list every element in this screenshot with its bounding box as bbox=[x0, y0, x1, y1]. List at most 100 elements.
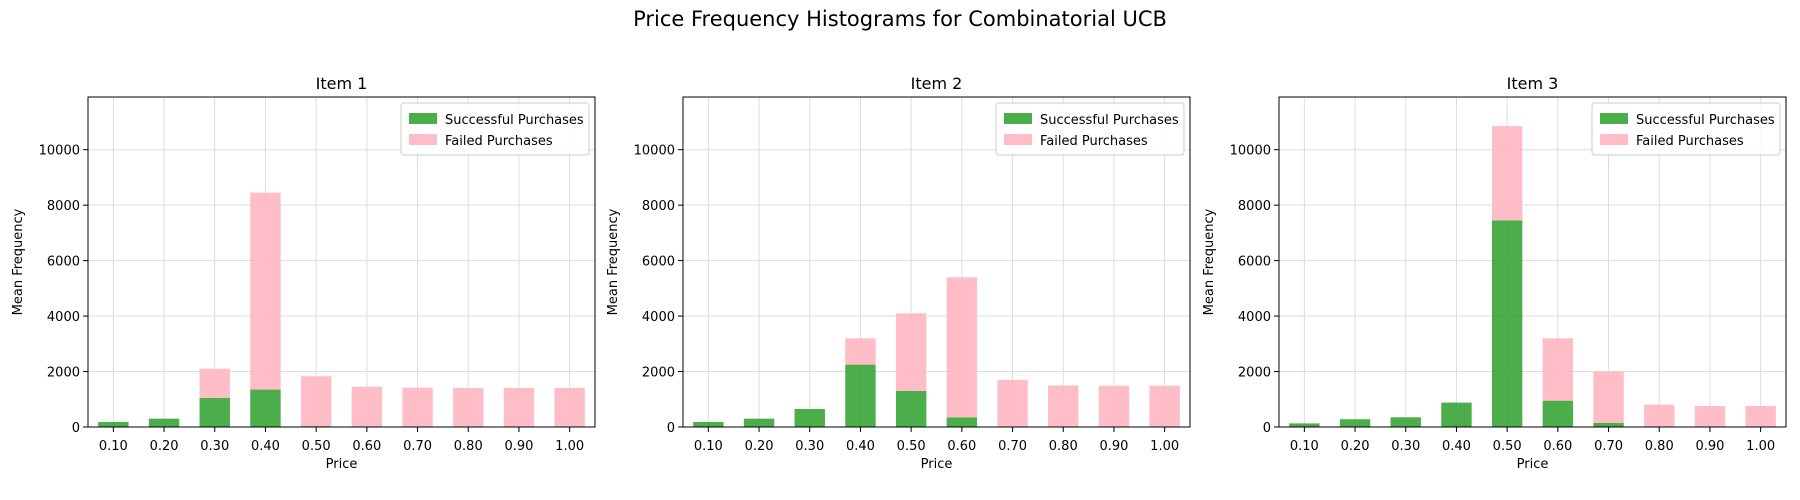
legend: Successful Purchases Failed Purchases bbox=[995, 102, 1185, 156]
x-tick-label: 0.10 bbox=[99, 439, 128, 454]
y-axis-label: Mean Frequency bbox=[606, 208, 621, 315]
legend-label: Successful Purchases bbox=[1040, 113, 1179, 128]
x-tick-label: 0.70 bbox=[998, 439, 1027, 454]
x-tick-label: 0.80 bbox=[454, 439, 483, 454]
bar-failed-purchases bbox=[845, 338, 876, 365]
y-tick-label: 4000 bbox=[1238, 310, 1271, 325]
y-tick-label: 2000 bbox=[642, 366, 675, 381]
legend: Successful Purchases Failed Purchases bbox=[400, 102, 590, 156]
x-tick-label: 0.20 bbox=[150, 439, 179, 454]
x-tick-label: 0.50 bbox=[897, 439, 926, 454]
legend-label: Successful Purchases bbox=[445, 113, 584, 128]
x-tick-label: 0.10 bbox=[1290, 439, 1319, 454]
y-tick-label: 4000 bbox=[642, 310, 675, 325]
bar-failed-purchases bbox=[1593, 371, 1624, 423]
bar-failed-purchases bbox=[199, 368, 230, 398]
x-axis-label: Price bbox=[921, 457, 953, 472]
legend-swatch bbox=[409, 113, 437, 124]
bar-successful-purchases bbox=[1390, 417, 1421, 427]
bar-successful-purchases bbox=[743, 418, 775, 427]
bar-successful-purchases bbox=[845, 364, 876, 427]
legend-label: Failed Purchases bbox=[445, 134, 553, 149]
bar-failed-purchases bbox=[1149, 385, 1180, 427]
y-axis-label: Mean Frequency bbox=[1202, 208, 1217, 315]
legend: Successful Purchases Failed Purchases bbox=[1591, 102, 1781, 156]
x-axis-label: Price bbox=[326, 457, 358, 472]
bar-failed-purchases bbox=[1048, 385, 1079, 427]
x-tick-label: 0.70 bbox=[1594, 439, 1623, 454]
bar-failed-purchases bbox=[1491, 126, 1523, 221]
panels: 0 2000 4000 6000 8000 10000 0.10 0.20 0.30 0.40 0.… bbox=[11, 74, 1787, 472]
x-tick-label: 0.20 bbox=[1341, 439, 1370, 454]
x-tick-label: 0.30 bbox=[795, 439, 824, 454]
chart-title: Item 1 bbox=[316, 74, 368, 93]
bar-successful-purchases bbox=[946, 417, 978, 427]
x-tick-label: 0.40 bbox=[251, 439, 280, 454]
x-tick-label: 0.70 bbox=[403, 439, 432, 454]
bar-successful-purchases bbox=[794, 408, 825, 427]
x-tick-label: 0.60 bbox=[352, 439, 381, 454]
y-tick-label: 0 bbox=[1263, 421, 1271, 436]
bar-failed-purchases bbox=[250, 192, 281, 390]
legend-swatch bbox=[1004, 134, 1032, 145]
y-axis-label: Mean Frequency bbox=[11, 208, 26, 315]
legend-label: Failed Purchases bbox=[1636, 134, 1744, 149]
bar-failed-purchases bbox=[1694, 405, 1726, 427]
y-tick-label: 8000 bbox=[1238, 199, 1271, 214]
bar-successful-purchases bbox=[1542, 400, 1574, 427]
x-tick-label: 0.80 bbox=[1049, 439, 1078, 454]
y-tick-label: 8000 bbox=[47, 199, 80, 214]
y-tick-label: 2000 bbox=[47, 366, 80, 381]
bar-successful-purchases bbox=[895, 390, 927, 427]
y-tick-label: 4000 bbox=[47, 310, 80, 325]
y-tick-label: 0 bbox=[667, 421, 675, 436]
bar-failed-purchases bbox=[1745, 405, 1776, 427]
y-tick-label: 6000 bbox=[642, 255, 675, 270]
legend-swatch bbox=[409, 134, 437, 145]
y-tick-label: 10000 bbox=[39, 144, 80, 159]
bar-successful-purchases bbox=[1491, 220, 1523, 427]
bar-successful-purchases bbox=[199, 397, 230, 427]
y-tick-label: 6000 bbox=[47, 255, 80, 270]
x-tick-label: 0.50 bbox=[302, 439, 331, 454]
bar-failed-purchases bbox=[300, 376, 332, 427]
legend-swatch bbox=[1600, 134, 1628, 145]
chart-panel-1: 0 2000 4000 6000 8000 10000 0.10 0.20 0.30 0.40 0.… bbox=[11, 74, 596, 472]
bar-successful-purchases bbox=[1441, 402, 1472, 427]
x-tick-label: 0.40 bbox=[1442, 439, 1471, 454]
bar-failed-purchases bbox=[453, 387, 484, 427]
legend-swatch bbox=[1004, 113, 1032, 124]
legend-box bbox=[1591, 102, 1781, 156]
bar-failed-purchases bbox=[895, 313, 927, 391]
chart-title: Item 3 bbox=[1507, 74, 1559, 93]
x-tick-label: 0.20 bbox=[745, 439, 774, 454]
bar-successful-purchases bbox=[1289, 423, 1320, 427]
x-tick-label: 0.30 bbox=[1391, 439, 1420, 454]
y-tick-label: 0 bbox=[72, 421, 80, 436]
bar-successful-purchases bbox=[250, 389, 281, 427]
x-tick-label: 0.60 bbox=[947, 439, 976, 454]
bar-successful-purchases bbox=[1339, 419, 1371, 427]
y-tick-label: 10000 bbox=[634, 144, 675, 159]
x-tick-label: 1.00 bbox=[1746, 439, 1775, 454]
bar-failed-purchases bbox=[997, 379, 1028, 427]
chart-title: Item 2 bbox=[911, 74, 963, 93]
x-tick-label: 0.30 bbox=[200, 439, 229, 454]
x-tick-label: 0.90 bbox=[1695, 439, 1724, 454]
bar-failed-purchases bbox=[351, 386, 383, 427]
plot-frame bbox=[1278, 96, 1787, 428]
y-tick-label: 8000 bbox=[642, 199, 675, 214]
x-tick-label: 0.90 bbox=[1099, 439, 1128, 454]
bar-successful-purchases bbox=[148, 418, 180, 427]
bar-failed-purchases bbox=[1644, 404, 1675, 427]
bar-successful-purchases bbox=[98, 422, 129, 427]
bar-successful-purchases bbox=[1593, 422, 1624, 427]
legend-label: Successful Purchases bbox=[1636, 113, 1775, 128]
bar-failed-purchases bbox=[503, 387, 535, 427]
plot-frame bbox=[87, 96, 596, 428]
x-tick-label: 0.40 bbox=[846, 439, 875, 454]
x-axis-label: Price bbox=[1517, 457, 1549, 472]
x-tick-label: 0.90 bbox=[504, 439, 533, 454]
bar-failed-purchases bbox=[1098, 385, 1130, 427]
chart-panel-3: 0 2000 4000 6000 8000 10000 0.10 0.20 0.30 0.40 0.… bbox=[1202, 74, 1787, 472]
